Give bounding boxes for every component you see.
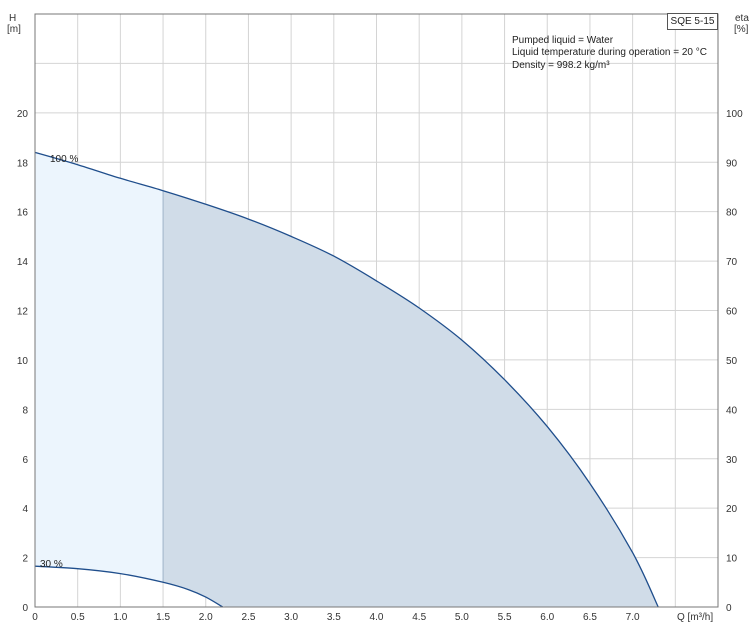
y-left-tick-label: 16 xyxy=(17,208,29,219)
y-right-tick-label: 100 xyxy=(726,109,743,120)
y-right-tick-label: 50 xyxy=(726,356,738,367)
y-left-axis-unit: [m] xyxy=(7,24,21,35)
shaded-areas xyxy=(35,152,659,607)
y-right-axis-unit: [%] xyxy=(734,24,749,35)
low-flow-area xyxy=(35,152,164,583)
x-tick-label: 0 xyxy=(32,612,38,623)
y-left-tick-label: 6 xyxy=(22,455,28,466)
curve-label-30: 30 % xyxy=(40,559,63,570)
operating-area xyxy=(163,190,659,607)
y-right-tick-label: 70 xyxy=(726,257,738,268)
y-right-tick-label: 80 xyxy=(726,208,738,219)
y-left-tick-label: 2 xyxy=(22,554,28,565)
x-tick-label: 2.5 xyxy=(241,612,255,623)
x-tick-label: 4.0 xyxy=(370,612,384,623)
curve-label-100: 100 % xyxy=(50,154,78,165)
y-right-tick-label: 60 xyxy=(726,307,738,318)
model-label-box: SQE 5-15 xyxy=(667,13,718,30)
x-tick-label: 6.0 xyxy=(540,612,554,623)
note-pumped-liquid: Pumped liquid = Water xyxy=(512,35,614,46)
y-right-tick-label: 0 xyxy=(726,603,732,614)
x-tick-label: 3.0 xyxy=(284,612,298,623)
y-right-tick-label: 30 xyxy=(726,455,738,466)
x-tick-label: 4.5 xyxy=(412,612,426,623)
y-left-tick-label: 4 xyxy=(22,504,28,515)
x-tick-label: 5.5 xyxy=(498,612,512,623)
x-tick-label: 6.5 xyxy=(583,612,597,623)
y-left-tick-label: 12 xyxy=(17,307,29,318)
curve-100-percent xyxy=(34,151,659,608)
plot-frame xyxy=(34,13,719,608)
x-tick-label: 7.0 xyxy=(626,612,640,623)
x-tick-label: 0.5 xyxy=(71,612,85,623)
tick-labels: 0 0.5 1.0 1.5 2.0 2.5 3.0 3.5 4.0 4.5 5.0 5.5 6.0 6.5… xyxy=(17,109,743,623)
y-left-tick-label: 18 xyxy=(17,158,29,169)
y-left-axis-title: H xyxy=(9,13,16,24)
y-right-tick-label: 20 xyxy=(726,504,738,515)
y-left-tick-label: 20 xyxy=(17,109,29,120)
x-tick-label: 1.5 xyxy=(156,612,170,623)
x-tick-label: 5.0 xyxy=(455,612,469,623)
x-tick-label: 3.5 xyxy=(327,612,341,623)
x-axis-title: Q [m³/h] xyxy=(677,612,713,623)
y-right-tick-label: 40 xyxy=(726,405,738,416)
curves xyxy=(34,151,659,608)
y-left-tick-label: 10 xyxy=(17,356,29,367)
y-left-tick-label: 0 xyxy=(22,603,28,614)
y-right-tick-label: 90 xyxy=(726,158,738,169)
curve-30-percent xyxy=(34,565,224,608)
note-density: Density = 998.2 kg/m³ xyxy=(512,60,610,71)
y-right-tick-label: 10 xyxy=(726,554,738,565)
y-left-tick-label: 8 xyxy=(22,405,28,416)
y-left-tick-label: 14 xyxy=(17,257,29,268)
note-liquid-temperature: Liquid temperature during operation = 20… xyxy=(512,47,707,58)
x-tick-label: 1.0 xyxy=(113,612,127,623)
x-tick-label: 2.0 xyxy=(199,612,213,623)
y-right-axis-title: eta xyxy=(735,13,749,24)
